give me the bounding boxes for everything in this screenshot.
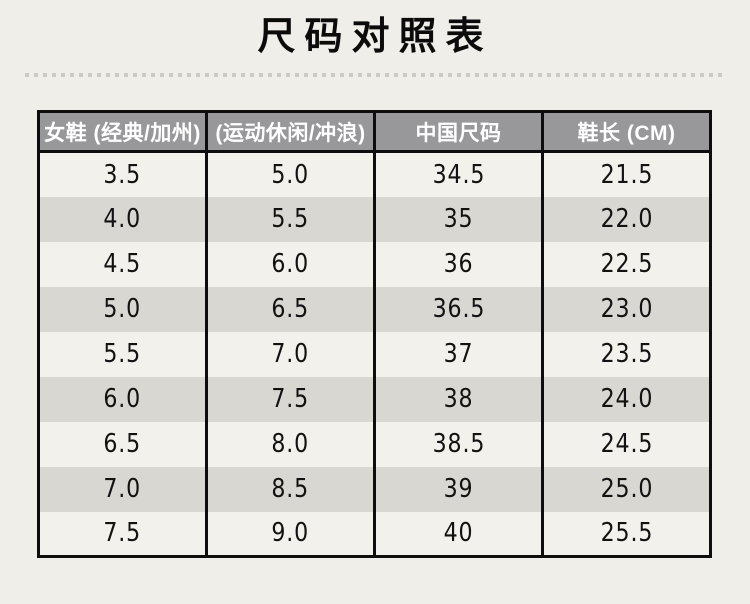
table-cell: 4.5 xyxy=(38,241,207,287)
table-cell: 7.5 xyxy=(38,511,207,557)
table-cell: 22.5 xyxy=(541,241,711,287)
table-head: 女鞋 (经典/加州) (运动休闲/冲浪) 中国尺码 鞋长 (CM) xyxy=(38,111,711,153)
table-row: 7.5 9.0 40 25.5 xyxy=(38,511,711,557)
table-cell: 8.0 xyxy=(205,421,375,467)
column-header-2: 中国尺码 xyxy=(373,111,543,153)
table-cell: 9.0 xyxy=(205,511,375,557)
table-cell: 7.0 xyxy=(38,466,207,512)
size-conversion-table: 女鞋 (经典/加州) (运动休闲/冲浪) 中国尺码 鞋长 (CM) 3.5 5.0 34.… xyxy=(37,110,712,558)
table-row: 3.5 5.0 34.5 21.5 xyxy=(38,151,711,197)
table-cell: 25.0 xyxy=(541,466,711,512)
cell-value: 7.5 xyxy=(271,384,310,414)
cell-value: 6.0 xyxy=(103,384,142,414)
cell-value: 4.5 xyxy=(103,249,142,279)
table-cell: 23.5 xyxy=(541,331,711,377)
table-cell: 39 xyxy=(373,466,543,512)
table-cell: 22.0 xyxy=(541,196,711,242)
table-cell: 6.0 xyxy=(38,376,207,422)
table-cell: 23.0 xyxy=(541,286,711,332)
table-cell: 3.5 xyxy=(38,151,207,197)
cell-value: 5.0 xyxy=(103,294,142,324)
cell-value: 21.5 xyxy=(600,159,653,190)
cell-value: 23.0 xyxy=(600,294,653,324)
cell-value: 22.0 xyxy=(600,204,653,234)
table-cell: 38 xyxy=(373,376,543,422)
cell-value: 24.5 xyxy=(600,429,653,459)
table-cell: 37 xyxy=(373,331,543,377)
table-cell: 5.0 xyxy=(205,151,375,197)
table-cell: 8.5 xyxy=(205,466,375,512)
column-header-0: 女鞋 (经典/加州) xyxy=(38,111,207,153)
table-row: 5.5 7.0 37 23.5 xyxy=(38,331,711,377)
table-row: 6.0 7.5 38 24.0 xyxy=(38,376,711,422)
cell-value: 7.0 xyxy=(271,339,310,369)
table-cell: 5.5 xyxy=(38,331,207,377)
cell-value: 5.0 xyxy=(271,159,310,190)
table-cell: 25.5 xyxy=(541,511,711,557)
cell-value: 38.5 xyxy=(432,429,485,459)
cell-value: 39 xyxy=(443,474,474,504)
column-header-3: 鞋长 (CM) xyxy=(541,111,711,153)
table-row: 5.0 6.5 36.5 23.0 xyxy=(38,286,711,332)
cell-value: 4.0 xyxy=(103,204,142,234)
cell-value: 8.0 xyxy=(271,429,310,459)
table-cell: 7.0 xyxy=(205,331,375,377)
cell-value: 36.5 xyxy=(432,294,485,324)
table-body: 3.5 5.0 34.5 21.5 4.0 5.5 35 22.0 4.5 6.0 36 22.5 5.… xyxy=(38,151,711,557)
cell-value: 36 xyxy=(443,249,474,279)
table-cell: 4.0 xyxy=(38,196,207,242)
table-cell: 24.5 xyxy=(541,421,711,467)
cell-value: 9.0 xyxy=(271,518,310,549)
cell-value: 22.5 xyxy=(600,249,653,279)
table-cell: 6.5 xyxy=(38,421,207,467)
cell-value: 40 xyxy=(443,518,474,549)
cell-value: 38 xyxy=(443,384,474,414)
size-chart-page: 尺码对照表 女鞋 (经典/加州) (运动休闲/冲浪) 中国尺码 鞋长 (CM) 3.5… xyxy=(25,16,723,558)
table-cell: 5.5 xyxy=(205,196,375,242)
cell-value: 8.5 xyxy=(271,474,310,504)
table-row: 4.5 6.0 36 22.5 xyxy=(38,241,711,287)
table-cell: 21.5 xyxy=(541,151,711,197)
cell-value: 34.5 xyxy=(432,159,485,190)
cell-value: 6.5 xyxy=(271,294,310,324)
table-cell: 7.5 xyxy=(205,376,375,422)
table-header-row: 女鞋 (经典/加州) (运动休闲/冲浪) 中国尺码 鞋长 (CM) xyxy=(38,111,711,153)
cell-value: 5.5 xyxy=(103,339,142,369)
cell-value: 37 xyxy=(443,339,474,369)
cell-value: 5.5 xyxy=(271,204,310,234)
cell-value: 6.5 xyxy=(103,429,142,459)
dotted-separator xyxy=(25,73,723,77)
cell-value: 6.0 xyxy=(271,249,310,279)
cell-value: 35 xyxy=(443,204,474,234)
table-row: 4.0 5.5 35 22.0 xyxy=(38,196,711,242)
table-row: 7.0 8.5 39 25.0 xyxy=(38,466,711,512)
cell-value: 25.5 xyxy=(600,518,653,549)
table-cell: 35 xyxy=(373,196,543,242)
table-cell: 36.5 xyxy=(373,286,543,332)
table-cell: 6.5 xyxy=(205,286,375,332)
table-cell: 38.5 xyxy=(373,421,543,467)
table-row: 6.5 8.0 38.5 24.5 xyxy=(38,421,711,467)
table-cell: 40 xyxy=(373,511,543,557)
cell-value: 3.5 xyxy=(103,159,142,190)
cell-value: 25.0 xyxy=(600,474,653,504)
table-cell: 34.5 xyxy=(373,151,543,197)
table-cell: 24.0 xyxy=(541,376,711,422)
table-cell: 36 xyxy=(373,241,543,287)
cell-value: 7.5 xyxy=(103,518,142,549)
table-cell: 5.0 xyxy=(38,286,207,332)
table-cell: 6.0 xyxy=(205,241,375,287)
cell-value: 7.0 xyxy=(103,474,142,504)
cell-value: 23.5 xyxy=(600,339,653,369)
page-title: 尺码对照表 xyxy=(257,16,493,58)
column-header-1: (运动休闲/冲浪) xyxy=(205,111,375,153)
cell-value: 24.0 xyxy=(600,384,653,414)
